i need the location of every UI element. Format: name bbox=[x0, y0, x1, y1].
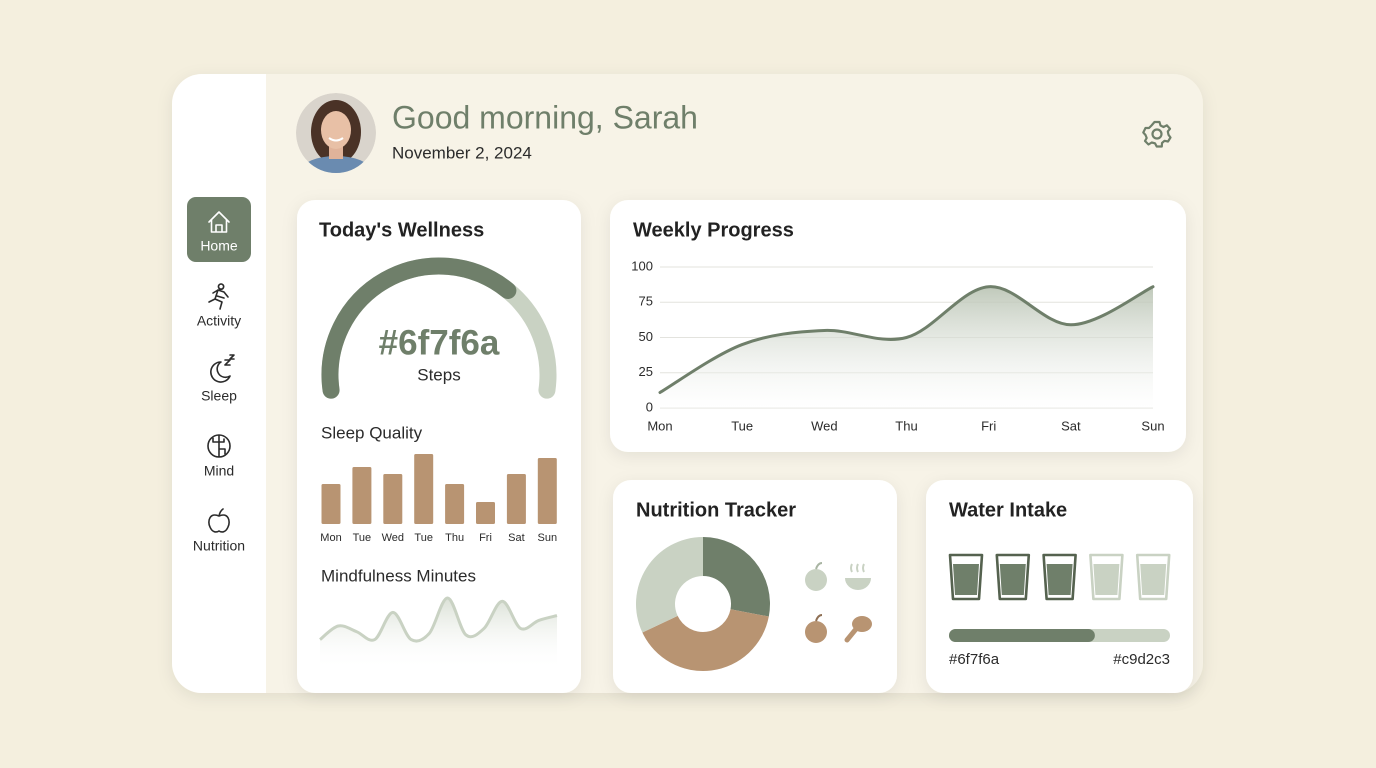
nav-active-bg bbox=[187, 197, 251, 262]
progress-label: #c9d2c3 bbox=[1113, 651, 1170, 668]
water-glass bbox=[1089, 553, 1124, 601]
x-tick-label: Tue bbox=[353, 532, 372, 544]
nav-label: Mind bbox=[204, 463, 234, 479]
line bbox=[658, 285, 1155, 394]
nav-icon bbox=[208, 283, 229, 310]
y-tick-label: 0 bbox=[646, 399, 653, 414]
settings-button[interactable] bbox=[1142, 120, 1172, 148]
x-tick-label: Fri bbox=[981, 418, 996, 433]
x-tick-label: Mon bbox=[320, 532, 341, 544]
section-title: Mindfulness Minutes bbox=[321, 566, 476, 585]
nav-label: Home bbox=[200, 238, 238, 254]
nav-item[interactable]: Nutrition bbox=[193, 508, 245, 554]
food-icons bbox=[805, 562, 872, 643]
x-tick-label: Wed bbox=[382, 532, 404, 544]
bar bbox=[445, 484, 465, 524]
glass-outline bbox=[1089, 553, 1124, 601]
bar bbox=[352, 467, 372, 524]
nav-item[interactable]: Activity bbox=[197, 283, 241, 329]
wellness-card bbox=[297, 200, 581, 693]
card-title: Water Intake bbox=[949, 499, 1067, 521]
avatar bbox=[296, 93, 376, 173]
sidebar bbox=[172, 74, 266, 693]
bar bbox=[321, 484, 341, 524]
water-glass bbox=[1135, 553, 1171, 601]
glass-outline bbox=[1042, 553, 1077, 601]
glass-fill bbox=[1046, 564, 1073, 595]
nav-icon bbox=[208, 508, 230, 533]
x-tick-label: Sun bbox=[1141, 418, 1164, 433]
glass-fill bbox=[1140, 564, 1167, 595]
x-tick-label: Fri bbox=[479, 532, 492, 544]
date: November 2, 2024 bbox=[392, 143, 532, 162]
bar bbox=[537, 458, 557, 524]
card-title: Weekly Progress bbox=[633, 219, 794, 241]
greeting: Good morning, Sarah bbox=[392, 99, 698, 135]
progress-fill bbox=[949, 629, 1095, 642]
x-tick-label: Thu bbox=[445, 532, 464, 544]
y-tick-label: 25 bbox=[639, 364, 653, 379]
y-tick-label: 75 bbox=[639, 294, 653, 309]
glass-outline bbox=[948, 553, 984, 601]
nav-label: Sleep bbox=[201, 388, 237, 404]
nav-icon bbox=[210, 354, 235, 383]
y-tick-label: 100 bbox=[631, 258, 653, 273]
area bbox=[320, 597, 557, 670]
nav-label: Nutrition bbox=[193, 538, 245, 554]
glass-outline bbox=[1135, 553, 1171, 601]
glass-fill bbox=[1093, 564, 1120, 595]
line bbox=[319, 596, 558, 643]
nav-icon bbox=[208, 211, 230, 233]
x-tick-label: Tue bbox=[731, 418, 753, 433]
water-glass bbox=[948, 553, 984, 601]
glass-fill bbox=[953, 564, 979, 595]
bar bbox=[506, 474, 526, 524]
nav-item[interactable]: Sleep bbox=[201, 354, 237, 404]
donut-segment bbox=[636, 537, 703, 633]
glass-outline bbox=[995, 553, 1031, 601]
x-tick-label: Sun bbox=[538, 532, 558, 544]
bar bbox=[414, 454, 434, 524]
gauge-fill bbox=[321, 257, 517, 399]
x-tick-label: Tue bbox=[414, 532, 433, 544]
nav-label: Activity bbox=[197, 313, 241, 329]
x-tick-label: Mon bbox=[647, 418, 672, 433]
x-tick-label: Sat bbox=[508, 532, 525, 544]
area bbox=[660, 286, 1153, 408]
glass-fill bbox=[999, 564, 1026, 595]
x-tick-label: Thu bbox=[895, 418, 917, 433]
water-glass bbox=[1042, 553, 1077, 601]
x-tick-label: Sat bbox=[1061, 418, 1081, 433]
gauge-value: #6f7f6a bbox=[379, 323, 500, 362]
nav-icon bbox=[207, 434, 231, 458]
gauge-caption: Steps bbox=[417, 365, 460, 384]
section-title: Sleep Quality bbox=[321, 423, 423, 442]
bar bbox=[476, 502, 495, 524]
bar bbox=[383, 474, 403, 524]
card-title: Nutrition Tracker bbox=[636, 499, 796, 521]
x-tick-label: Wed bbox=[811, 418, 838, 433]
nav-item[interactable]: Home bbox=[187, 197, 251, 262]
card-title: Today's Wellness bbox=[319, 219, 484, 241]
y-tick-label: 50 bbox=[639, 329, 653, 344]
donut-segment bbox=[703, 537, 770, 617]
nav-item[interactable]: Mind bbox=[204, 434, 234, 479]
donut-segment bbox=[642, 609, 769, 671]
progress-label: #6f7f6a bbox=[949, 651, 1000, 668]
water-glass bbox=[995, 553, 1031, 601]
